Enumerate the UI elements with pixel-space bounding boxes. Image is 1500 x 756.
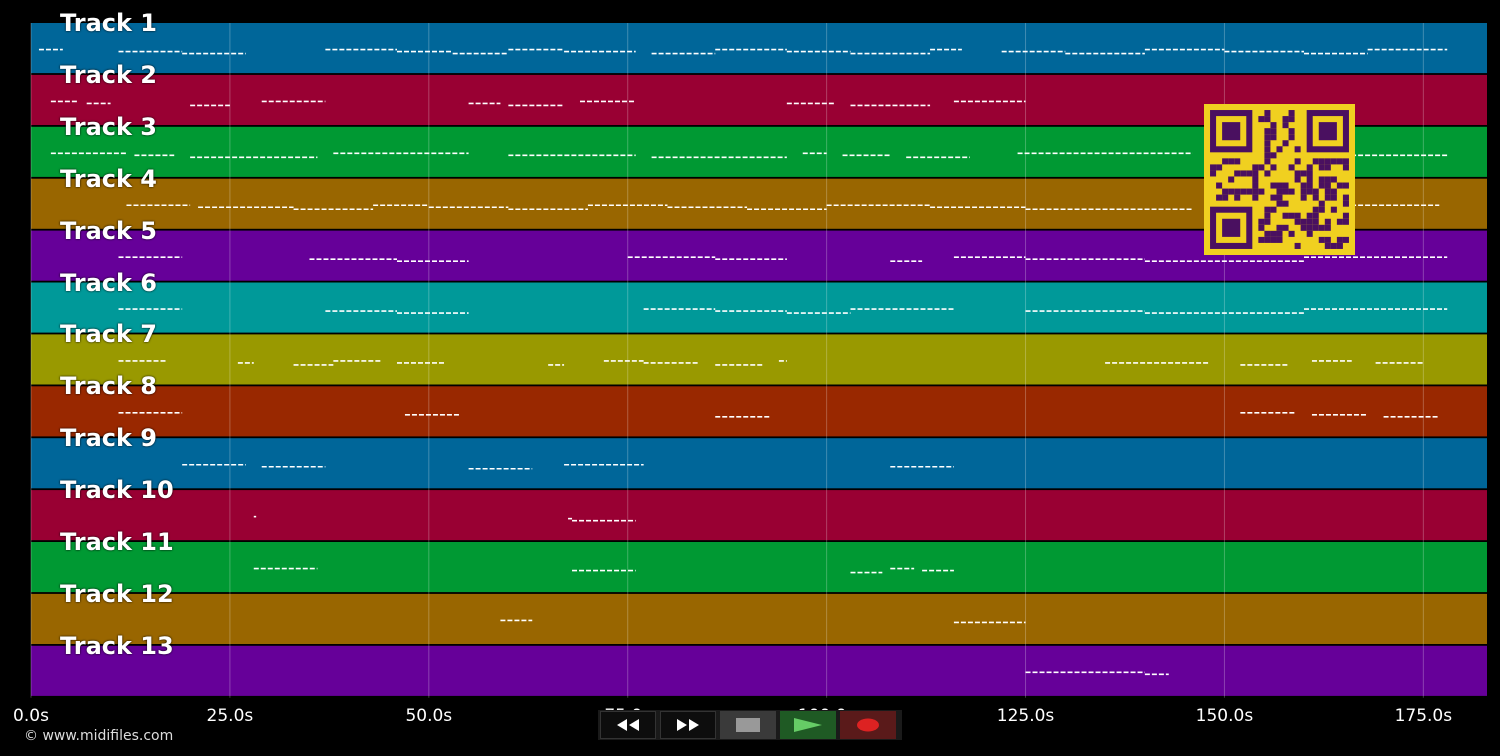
time-tick-label: 0.0s: [13, 706, 49, 726]
track-label: Track 13: [60, 631, 174, 660]
stop-icon: [736, 718, 760, 732]
play-button[interactable]: [780, 711, 836, 739]
track-label: Track 5: [60, 216, 158, 245]
record-icon: [857, 718, 879, 732]
track-label: Track 6: [60, 268, 158, 297]
track-label: Track 7: [60, 320, 158, 349]
stop-button[interactable]: [720, 711, 776, 739]
time-tick-label: 125.0s: [996, 706, 1055, 726]
track-lane: [31, 334, 1487, 385]
fast-forward-icon: [677, 719, 699, 731]
play-icon: [794, 718, 822, 732]
time-tick-label: 25.0s: [206, 706, 254, 726]
time-tick-label: 50.0s: [405, 706, 453, 726]
qr-code: [1204, 104, 1355, 255]
track-lane: [31, 438, 1487, 489]
time-tick-label: 175.0s: [1394, 706, 1453, 726]
fast-forward-button[interactable]: [660, 711, 716, 739]
record-button[interactable]: [840, 711, 896, 739]
track-label: Track 4: [60, 164, 158, 193]
track-lane: [31, 542, 1487, 593]
rewind-icon: [617, 719, 639, 731]
transport-controls: [598, 710, 902, 740]
track-lane: [31, 23, 1487, 74]
track-label: Track 11: [60, 528, 174, 556]
track-label: Track 12: [60, 579, 174, 608]
track-lane: [31, 490, 1487, 541]
track-label: Track 1: [60, 9, 158, 37]
track-lane: [31, 282, 1487, 333]
track-label: Track 2: [60, 60, 158, 89]
time-tick-label: 150.0s: [1195, 706, 1254, 726]
rewind-button[interactable]: [600, 711, 656, 739]
track-label: Track 10: [60, 476, 174, 505]
track-label: Track 9: [60, 424, 158, 453]
copyright-text: © www.midifiles.com: [24, 728, 174, 744]
track-label: Track 8: [60, 372, 158, 401]
track-lane: [31, 593, 1487, 644]
track-label: Track 3: [60, 112, 158, 141]
track-lane: [31, 386, 1487, 437]
track-lane: [31, 645, 1487, 696]
